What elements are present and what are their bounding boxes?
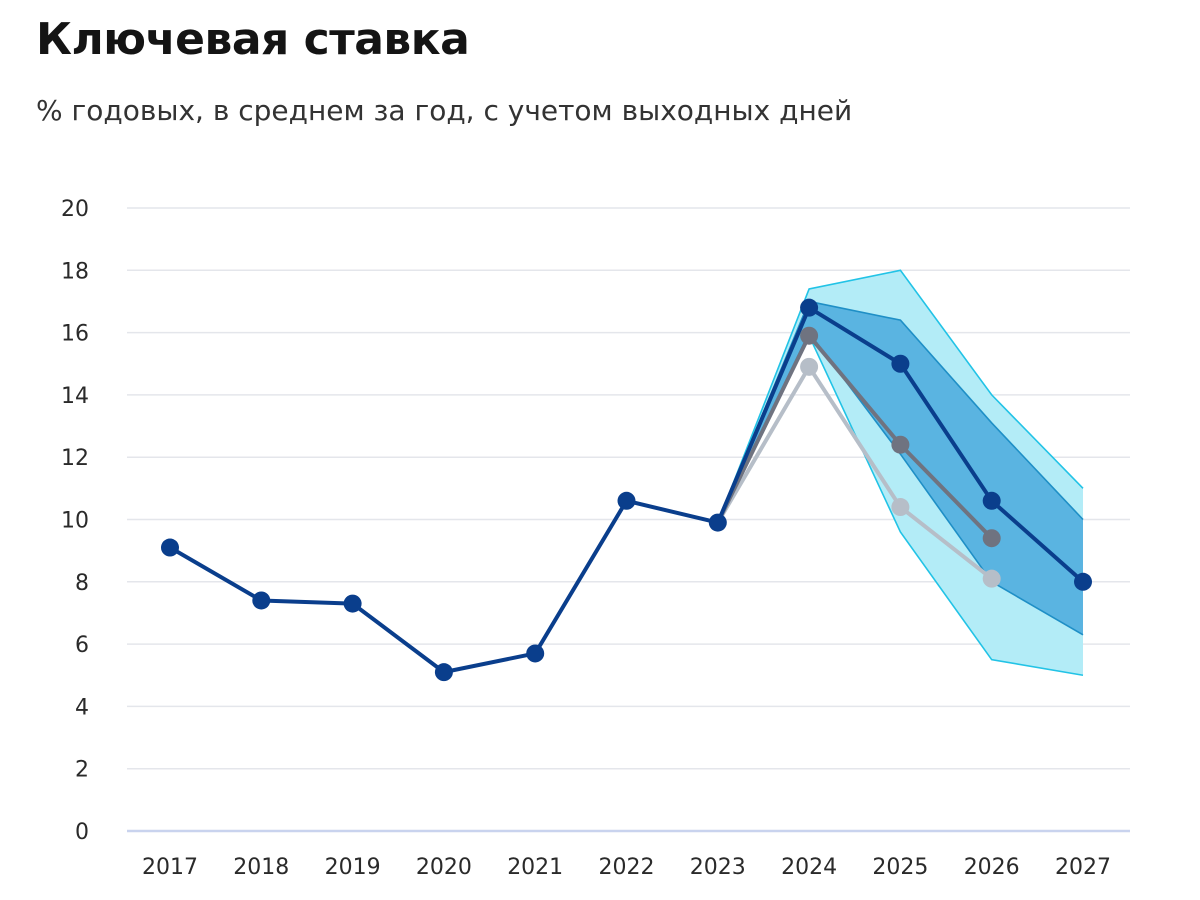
x-tick-label: 2019 xyxy=(325,855,381,880)
data-point-main xyxy=(800,298,819,317)
data-point-gray xyxy=(800,326,819,345)
x-tick-label: 2023 xyxy=(690,855,746,880)
y-tick-label: 12 xyxy=(61,446,89,471)
series-points xyxy=(161,298,1092,682)
x-tick-label: 2021 xyxy=(507,855,563,880)
x-tick-label: 2025 xyxy=(872,855,928,880)
data-point-gray xyxy=(891,435,910,454)
series-line-gray xyxy=(715,333,994,541)
data-point-main xyxy=(526,644,545,663)
y-tick-label: 16 xyxy=(61,322,89,347)
forecast-bands xyxy=(717,269,1084,677)
data-point-main xyxy=(1074,572,1092,591)
data-point-main xyxy=(708,513,727,532)
y-tick-label: 2 xyxy=(75,758,89,783)
y-tick-label: 18 xyxy=(61,259,89,284)
x-tick-label: 2020 xyxy=(416,855,472,880)
data-point-main xyxy=(343,594,362,613)
data-point-light xyxy=(800,357,819,376)
data-point-gray xyxy=(982,529,1001,548)
x-tick-label: 2017 xyxy=(142,855,198,880)
y-tick-label: 0 xyxy=(75,820,89,845)
band-outer-upper-edge xyxy=(717,269,1084,523)
x-axis: 2017 2018 2019 2020 2021 2022 2023 2024 2025 2026… xyxy=(142,855,1111,880)
y-tick-label: 20 xyxy=(61,197,89,222)
data-point-main xyxy=(891,354,910,373)
data-point-main xyxy=(982,491,1001,510)
chart-subtitle: % годовых, в среднем за год, с учетом вы… xyxy=(36,94,853,127)
y-tick-label: 10 xyxy=(61,509,89,534)
x-tick-label: 2022 xyxy=(599,855,655,880)
data-point-light xyxy=(982,569,1001,588)
x-tick-label: 2024 xyxy=(781,855,837,880)
x-tick-label: 2027 xyxy=(1055,855,1111,880)
y-tick-label: 14 xyxy=(61,384,89,409)
data-point-main xyxy=(617,491,636,510)
y-tick-label: 8 xyxy=(75,571,89,596)
data-point-main xyxy=(434,663,453,682)
series-line-light xyxy=(715,364,994,581)
chart-title: Ключевая ставка xyxy=(36,14,470,65)
x-tick-label: 2026 xyxy=(964,855,1020,880)
data-point-light xyxy=(891,498,910,517)
y-tick-label: 6 xyxy=(75,633,89,658)
y-axis: 0 2 4 6 8 10 12 14 16 18 20 xyxy=(61,197,89,845)
data-point-main xyxy=(252,591,271,610)
x-tick-label: 2018 xyxy=(233,855,289,880)
y-tick-label: 4 xyxy=(75,695,89,720)
band-inner xyxy=(717,301,1083,635)
data-point-main xyxy=(161,538,179,557)
